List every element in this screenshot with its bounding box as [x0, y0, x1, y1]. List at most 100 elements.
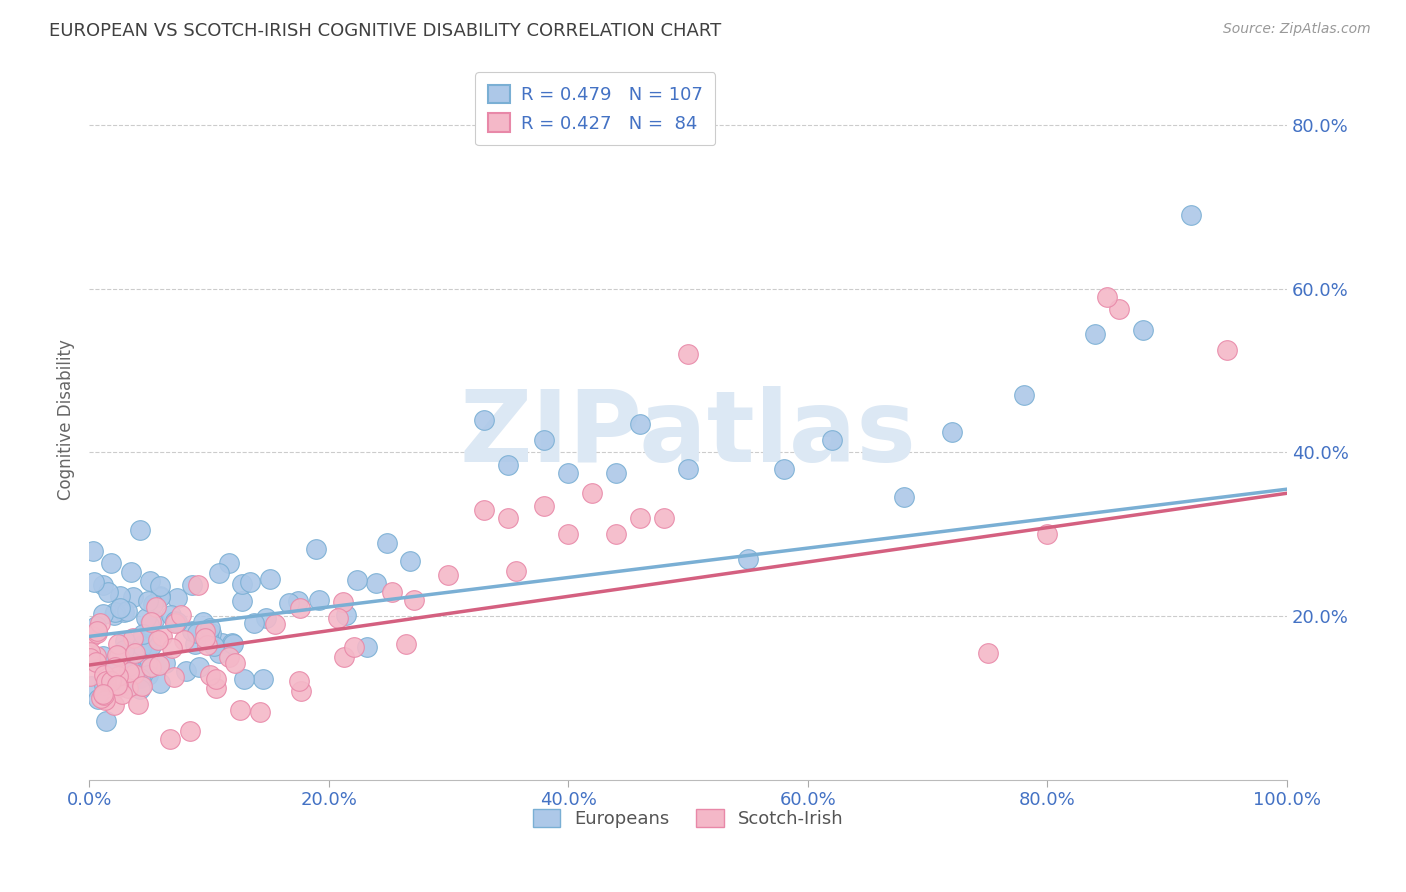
Point: [89, 616, 111, 631]
Text: Source: ZipAtlas.com: Source: ZipAtlas.com: [1223, 22, 1371, 37]
Point: [160, 640, 183, 655]
Point: [773, 461, 796, 475]
Point: [218, 650, 240, 665]
Point: [103, 698, 125, 712]
Point: [107, 637, 129, 651]
Point: [474, 412, 496, 426]
Point: [941, 425, 963, 439]
Point: [222, 637, 245, 651]
Point: [333, 649, 356, 664]
Point: [174, 664, 197, 678]
Point: [1097, 290, 1119, 304]
Point: [557, 466, 579, 480]
Point: [198, 621, 221, 635]
Point: [1036, 527, 1059, 541]
Point: [165, 614, 187, 628]
Point: [200, 626, 222, 640]
Point: [308, 593, 330, 607]
Point: [194, 631, 217, 645]
Point: [111, 687, 134, 701]
Point: [264, 616, 287, 631]
Point: [197, 629, 219, 643]
Point: [290, 684, 312, 698]
Point: [118, 659, 141, 673]
Point: [141, 660, 163, 674]
Point: [105, 648, 128, 663]
Point: [79, 645, 101, 659]
Point: [249, 705, 271, 719]
Point: [129, 523, 152, 537]
Point: [84, 618, 107, 632]
Point: [366, 576, 388, 591]
Point: [135, 611, 157, 625]
Point: [146, 633, 169, 648]
Point: [142, 597, 165, 611]
Point: [142, 613, 165, 627]
Point: [139, 639, 162, 653]
Point: [145, 599, 167, 614]
Point: [84, 655, 107, 669]
Point: [399, 554, 422, 568]
Point: [188, 660, 211, 674]
Point: [505, 564, 527, 578]
Point: [254, 611, 277, 625]
Point: [90, 690, 112, 705]
Point: [108, 681, 131, 695]
Point: [155, 656, 177, 670]
Point: [131, 626, 153, 640]
Point: [103, 608, 125, 623]
Point: [97, 585, 120, 599]
Point: [135, 641, 157, 656]
Point: [131, 638, 153, 652]
Point: [186, 626, 208, 640]
Point: [150, 629, 173, 643]
Point: [94, 693, 117, 707]
Point: [91, 687, 114, 701]
Point: [115, 604, 138, 618]
Point: [159, 608, 181, 623]
Point: [893, 491, 915, 505]
Point: [122, 667, 145, 681]
Point: [120, 565, 142, 579]
Point: [181, 578, 204, 592]
Point: [533, 499, 555, 513]
Point: [121, 631, 143, 645]
Point: [231, 593, 253, 607]
Point: [135, 657, 157, 671]
Point: [187, 578, 209, 592]
Point: [343, 640, 366, 655]
Point: [1180, 208, 1202, 222]
Point: [124, 647, 146, 661]
Point: [121, 590, 143, 604]
Point: [184, 637, 207, 651]
Point: [127, 697, 149, 711]
Point: [1012, 388, 1035, 402]
Point: [375, 536, 398, 550]
Point: [1108, 302, 1130, 317]
Point: [96, 714, 118, 728]
Point: [91, 607, 114, 622]
Point: [259, 572, 281, 586]
Point: [229, 703, 252, 717]
Text: EUROPEAN VS SCOTCH-IRISH COGNITIVE DISABILITY CORRELATION CHART: EUROPEAN VS SCOTCH-IRISH COGNITIVE DISAB…: [49, 22, 721, 40]
Point: [122, 663, 145, 677]
Point: [287, 673, 309, 688]
Point: [821, 433, 844, 447]
Point: [159, 731, 181, 746]
Point: [605, 466, 627, 480]
Point: [148, 657, 170, 672]
Point: [221, 636, 243, 650]
Point: [218, 556, 240, 570]
Legend: Europeans, Scotch-Irish: Europeans, Scotch-Irish: [526, 802, 851, 836]
Point: [163, 615, 186, 630]
Point: [114, 605, 136, 619]
Point: [404, 593, 426, 607]
Point: [305, 541, 328, 556]
Point: [138, 629, 160, 643]
Point: [136, 594, 159, 608]
Point: [195, 638, 218, 652]
Point: [129, 681, 152, 696]
Point: [129, 671, 152, 685]
Point: [149, 579, 172, 593]
Point: [112, 679, 135, 693]
